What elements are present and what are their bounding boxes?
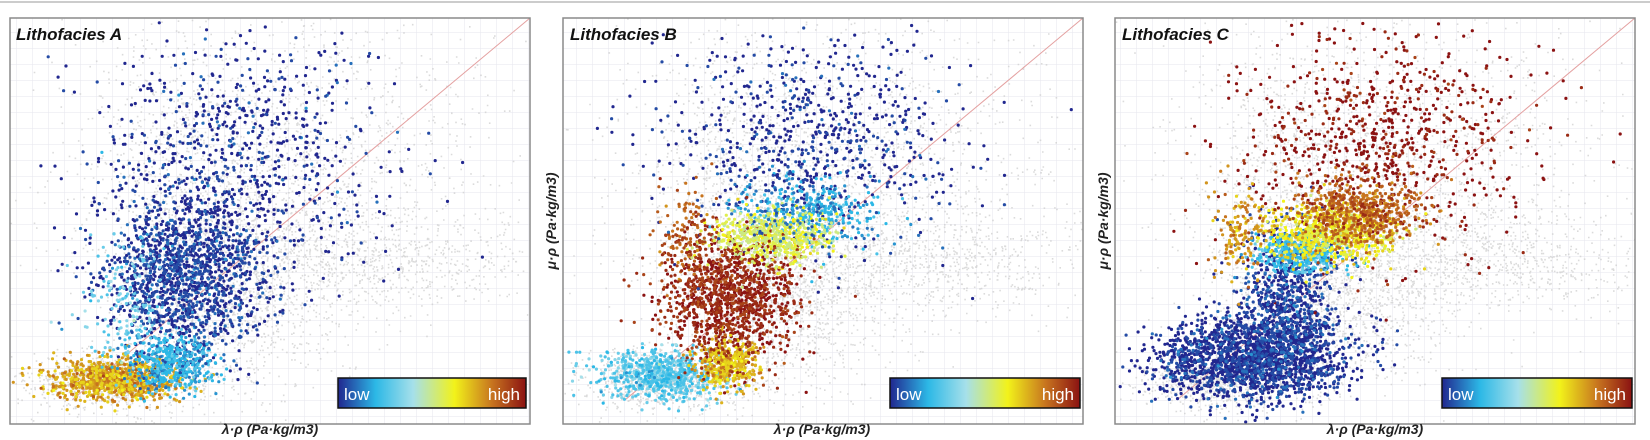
reference-line [72, 18, 530, 401]
panel-title: Lithofacies B [570, 25, 677, 44]
panel-lithofacies-c: Lithofacies C low high λ·ρ (Pa·kg/m3) μ·… [1095, 17, 1636, 437]
background-cloud-points [564, 18, 1083, 423]
facies-point-group [89, 150, 229, 403]
colorbar-gradient [337, 377, 527, 409]
grid [563, 18, 1083, 424]
panel-title: Lithofacies A [16, 25, 122, 44]
colorbar-gradient [889, 377, 1081, 409]
reference-line [625, 18, 1083, 401]
panel-title: Lithofacies C [1122, 25, 1229, 44]
facies-point-group [1118, 183, 1397, 424]
facies-point-group [688, 237, 790, 405]
facies-point-group [627, 188, 816, 387]
colorbar-low-label: low [344, 385, 370, 404]
facies-point-group [690, 197, 840, 289]
facies-point-group [567, 171, 905, 413]
facies-point-group [52, 374, 173, 400]
colorbar-low-label: low [1448, 385, 1474, 404]
plot-frame [1114, 17, 1636, 425]
facies-point-group [78, 37, 400, 391]
colorbar: low high [889, 377, 1081, 409]
facies-point-group [619, 177, 857, 390]
colorbar-low-label: low [896, 385, 922, 404]
colorbar-high-label: high [1594, 385, 1626, 404]
facies-point-group [46, 36, 432, 391]
facies-points [567, 23, 1073, 413]
colorbar: low high [337, 377, 527, 409]
reference-line [1177, 18, 1635, 401]
facies-point-group [685, 196, 847, 383]
colorbar-high-label: high [1042, 385, 1074, 404]
y-axis-label: μ·ρ (Pa·kg/m3) [543, 172, 559, 270]
background-cloud [564, 18, 1083, 423]
colorbar-high-label: high [488, 385, 520, 404]
panel-lithofacies-a: Lithofacies A low high λ·ρ (Pa·kg/m3) [9, 17, 531, 437]
panel-lithofacies-b: Lithofacies B low high λ·ρ (Pa·kg/m3) μ·… [543, 17, 1084, 437]
plot-frame [9, 17, 531, 425]
facies-point-group [20, 352, 194, 413]
colorbar: low high [1441, 377, 1633, 409]
facies-points [1118, 21, 1622, 424]
y-axis-label: μ·ρ (Pa·kg/m3) [1095, 172, 1111, 270]
facies-point-group [693, 202, 839, 386]
x-axis-label: λ·ρ (Pa·kg/m3) [773, 421, 871, 437]
plot-frame [562, 17, 1084, 425]
x-axis-label: λ·ρ (Pa·kg/m3) [221, 421, 319, 437]
facies-point-group [1235, 198, 1428, 284]
grid [10, 18, 530, 424]
facies-point-group [658, 181, 763, 380]
facies-point-group [1172, 21, 1622, 322]
facies-points [11, 21, 485, 413]
colorbar-gradient [1441, 377, 1633, 409]
x-axis-label: λ·ρ (Pa·kg/m3) [1326, 421, 1424, 437]
